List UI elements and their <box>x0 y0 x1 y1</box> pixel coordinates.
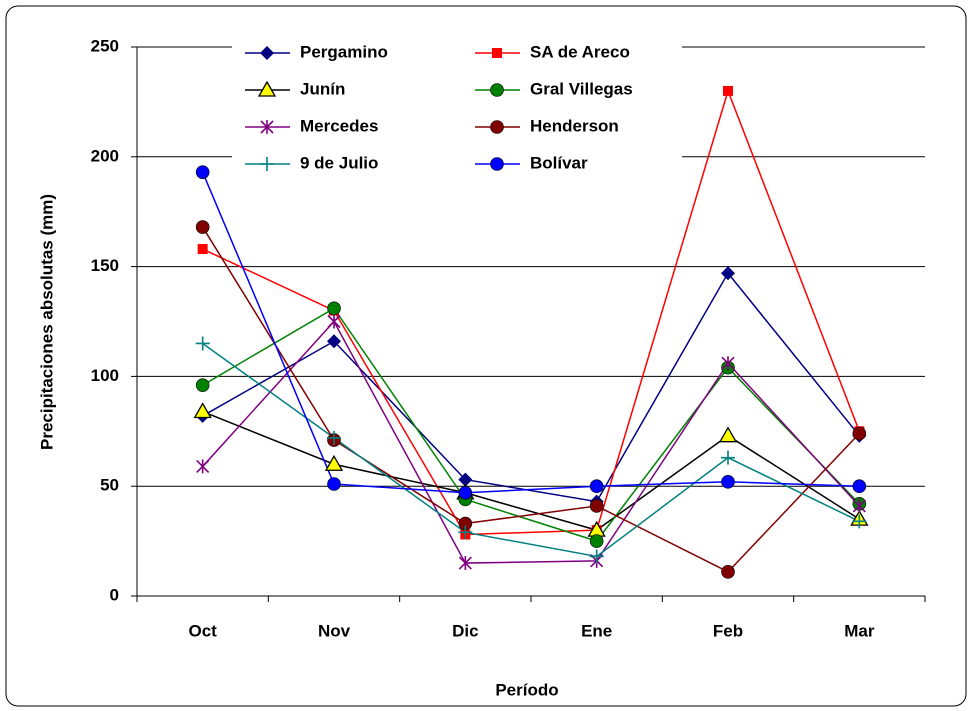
series-line <box>202 410 860 531</box>
x-tick-label: Dic <box>452 621 478 640</box>
marker <box>196 459 210 474</box>
series-line <box>201 171 860 494</box>
legend-box <box>232 36 682 181</box>
legend-label: Gral Villegas <box>530 79 633 98</box>
marker <box>721 450 735 465</box>
marker <box>327 301 341 316</box>
marker <box>490 83 504 97</box>
marker <box>852 514 867 529</box>
marker <box>589 499 604 513</box>
legend-label: Pergamino <box>300 42 388 61</box>
y-tick-label: 200 <box>91 146 119 165</box>
marker <box>257 80 277 97</box>
series-line <box>202 320 860 564</box>
marker <box>492 48 502 58</box>
x-tick-label: Feb <box>713 621 743 640</box>
marker <box>721 356 735 371</box>
marker <box>195 336 210 351</box>
marker <box>195 378 210 392</box>
legend-label: Henderson <box>530 116 619 135</box>
marker <box>723 85 733 96</box>
y-tick-label: 50 <box>100 476 119 495</box>
series-line <box>202 271 860 503</box>
marker <box>852 426 867 441</box>
series-line <box>202 88 861 536</box>
marker <box>327 334 341 349</box>
series-line <box>202 342 860 558</box>
x-tick-label: Mar <box>844 621 875 640</box>
marker <box>589 534 604 548</box>
y-tick-label: 100 <box>91 366 119 385</box>
y-tick-label: 150 <box>91 256 119 275</box>
marker <box>458 525 473 540</box>
marker <box>327 314 341 329</box>
legend-label: Junín <box>300 79 345 98</box>
marker <box>260 120 274 134</box>
legend-label: SA de Areco <box>530 42 630 61</box>
x-tick-label: Ene <box>581 621 612 640</box>
marker <box>721 565 735 579</box>
marker <box>721 475 735 489</box>
marker <box>197 244 208 255</box>
marker <box>589 549 604 564</box>
marker <box>327 430 341 445</box>
marker <box>458 485 473 500</box>
marker <box>852 498 866 513</box>
marker <box>721 266 735 281</box>
marker <box>195 165 210 179</box>
legend-label: Bolívar <box>530 153 588 172</box>
legend: Pergamino SA de Areco Junín Gral Villegas Me… <box>232 36 682 181</box>
marker <box>852 479 867 494</box>
marker <box>260 46 274 60</box>
marker <box>458 472 473 487</box>
y-tick-label: 250 <box>91 36 119 55</box>
legend-label: Mercedes <box>300 116 378 135</box>
x-axis-title: Período <box>495 680 558 699</box>
marker <box>589 479 604 494</box>
x-tick-label: Oct <box>188 621 217 640</box>
marker <box>458 556 472 571</box>
marker <box>195 220 210 234</box>
marker <box>260 157 274 171</box>
legend-label: 9 de Julio <box>300 153 378 172</box>
marker <box>490 120 504 134</box>
marker <box>193 402 212 419</box>
series-line <box>202 307 860 542</box>
marker <box>324 454 344 471</box>
series-line <box>202 226 860 573</box>
marker <box>327 477 341 491</box>
marker <box>490 157 504 171</box>
y-axis-title: Precipitaciones absolutas (mm) <box>37 194 56 450</box>
marker <box>718 426 738 443</box>
y-tick-label: 0 <box>110 585 119 604</box>
x-tick-label: Nov <box>318 621 351 640</box>
